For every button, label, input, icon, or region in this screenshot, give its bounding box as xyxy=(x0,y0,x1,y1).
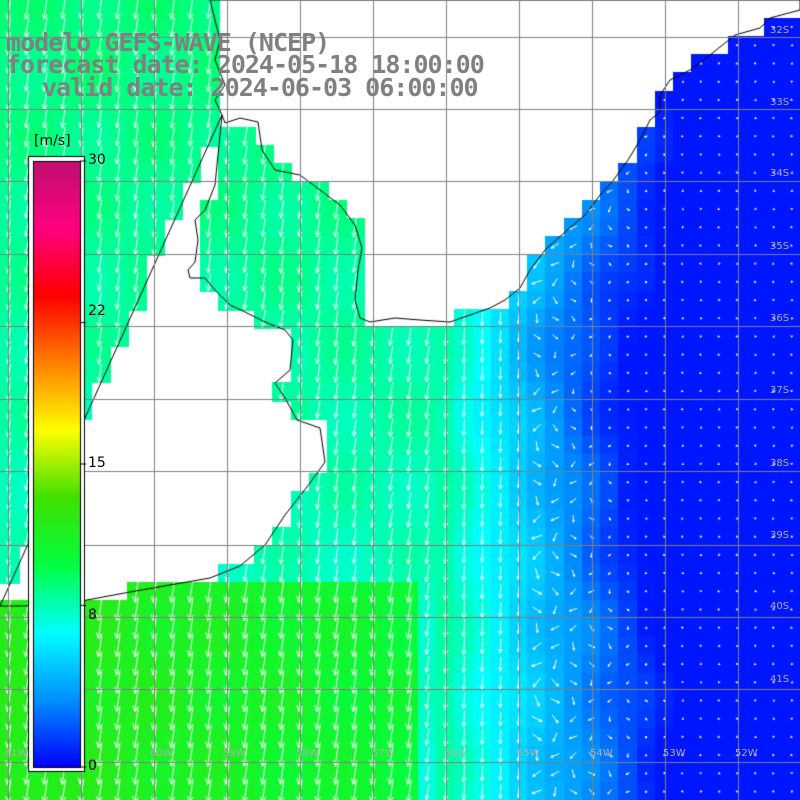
longitude-label: 55W xyxy=(517,748,540,759)
latitude-label: 41S xyxy=(770,674,790,685)
longitude-label: 54W xyxy=(590,748,613,759)
latitude-label: 32S xyxy=(770,25,790,36)
latitude-label: 39S xyxy=(770,530,790,541)
colorbar-tick: 15 xyxy=(88,455,106,471)
longitude-label: 61W xyxy=(5,748,28,759)
latitude-label: 36S xyxy=(770,313,790,324)
longitude-label: 58W xyxy=(296,748,319,759)
colorbar-tick: 22 xyxy=(88,303,106,319)
colorbar-tick: 30 xyxy=(88,152,106,168)
latitude-label: 35S xyxy=(770,241,790,252)
latitude-label: 38S xyxy=(770,458,790,469)
model-title: modelo GEFS-WAVE (NCEP) xyxy=(6,28,330,57)
valid-date: valid date: 2024-06-03 06:00:00 xyxy=(42,73,479,102)
longitude-label: 57W xyxy=(372,748,395,759)
longitude-label: 60W xyxy=(150,748,173,759)
latitude-label: 37S xyxy=(770,385,790,396)
longitude-label: 59W xyxy=(223,748,246,759)
colorbar-tick: 8 xyxy=(88,607,97,623)
colorbar-unit: [m/s] xyxy=(34,133,71,149)
latitude-label: 40S xyxy=(770,601,790,612)
longitude-label: 52W xyxy=(735,748,758,759)
latitude-label: 33S xyxy=(770,97,790,108)
colorbar-tick: 0 xyxy=(88,758,97,774)
latitude-label: 34S xyxy=(770,168,790,179)
forecast-date: forecast date: 2024-05-18 18:00:00 xyxy=(6,50,485,79)
longitude-label: 53W xyxy=(663,748,686,759)
longitude-label: 56W xyxy=(444,748,467,759)
